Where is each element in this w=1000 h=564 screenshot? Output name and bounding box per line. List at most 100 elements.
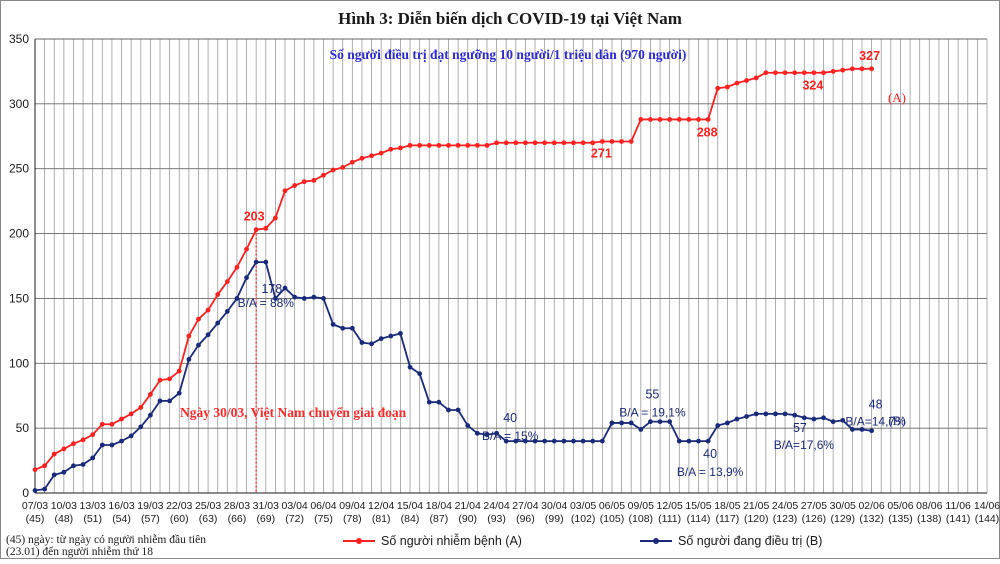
data-point-b: [446, 407, 451, 413]
data-point-a: [282, 188, 288, 194]
x-tick-label: 19/03: [137, 500, 163, 512]
data-point-a: [109, 421, 115, 427]
y-tick-label: 0: [22, 486, 29, 500]
data-point-b: [80, 462, 86, 467]
data-point-b: [638, 427, 644, 432]
data-point-b: [436, 399, 442, 405]
data-point-b: [532, 438, 538, 444]
x-tick-day-label: (72): [285, 513, 304, 525]
x-tick-label: 07/03: [22, 500, 48, 512]
data-point-a: [51, 451, 57, 457]
x-tick-label: 10/03: [51, 500, 77, 512]
data-point-b: [523, 438, 528, 444]
data-point-a: [657, 117, 663, 122]
data-point-b: [859, 427, 865, 432]
x-tick-label: 27/05: [801, 500, 827, 512]
data-point-a: [801, 70, 807, 76]
data-label: 203: [244, 210, 265, 224]
data-point-b: [234, 296, 240, 301]
data-point-b: [138, 424, 144, 430]
data-point-a: [580, 140, 586, 146]
x-tick-label: 03/05: [570, 500, 596, 512]
data-point-a: [859, 66, 865, 72]
x-tick-day-label: (81): [372, 513, 391, 525]
x-tick-day-label: (51): [83, 513, 102, 525]
x-tick-day-label: (144): [975, 513, 1000, 525]
x-tick-label: 09/05: [628, 500, 654, 512]
data-point-a: [792, 70, 798, 76]
data-point-a: [61, 446, 67, 452]
ratio-label: B/A = 19,1%: [619, 406, 686, 420]
data-label: 324: [802, 79, 823, 93]
data-point-a: [744, 78, 749, 83]
x-tick-day-label: (123): [773, 513, 798, 525]
legend-label-b: Số người đang điều trị (B): [678, 534, 822, 548]
data-point-a: [542, 140, 548, 146]
x-tick-day-label: (132): [859, 513, 884, 525]
data-label: 55: [645, 388, 659, 402]
data-point-a: [369, 153, 374, 159]
x-tick-day-label: (75): [314, 513, 333, 525]
data-label: 327: [859, 49, 880, 63]
data-point-a: [263, 225, 269, 231]
data-point-b: [330, 321, 336, 327]
data-label: 40: [703, 447, 717, 461]
ratio-label: B/A=17,6%: [774, 438, 835, 452]
data-point-b: [282, 285, 288, 291]
data-point-a: [321, 172, 326, 178]
data-point-a: [455, 142, 461, 148]
data-point-a: [782, 70, 788, 76]
data-point-b: [388, 333, 394, 339]
data-point-b: [676, 438, 682, 444]
data-point-b: [744, 414, 749, 419]
x-tick-day-label: (69): [256, 513, 275, 525]
data-point-a: [234, 264, 240, 270]
data-point-a: [119, 416, 124, 422]
y-tick-label: 100: [9, 356, 29, 370]
x-tick-label: 30/05: [830, 500, 856, 512]
data-point-a: [465, 142, 471, 148]
data-point-a: [532, 140, 538, 146]
data-point-b: [32, 488, 38, 493]
x-tick-day-label: (78): [343, 513, 362, 525]
data-point-a: [763, 70, 769, 76]
data-point-a: [840, 67, 846, 73]
data-point-a: [446, 142, 451, 148]
data-point-a: [734, 80, 740, 86]
data-point-b: [417, 371, 423, 377]
data-point-b: [109, 442, 115, 448]
data-point-a: [42, 463, 48, 469]
data-point-a: [696, 117, 701, 122]
data-point-b: [167, 398, 173, 404]
data-point-b: [349, 325, 355, 331]
footnote-line-1: (45) ngày: từ ngày có người nhiễm đầu ti…: [6, 533, 206, 546]
data-point-a: [398, 145, 403, 151]
data-point-a: [686, 117, 692, 122]
data-point-a: [273, 215, 278, 221]
data-point-b: [253, 259, 259, 265]
data-point-a: [676, 117, 682, 122]
event-label: Ngày 30/03, Việt Nam chuyển giai đoạn: [180, 405, 407, 420]
data-point-b: [426, 399, 432, 405]
data-point-a: [205, 307, 211, 313]
data-point-b: [494, 430, 499, 436]
data-point-b: [619, 420, 624, 426]
data-point-a: [849, 66, 855, 72]
data-point-b: [869, 428, 875, 434]
x-tick-day-label: (66): [228, 513, 247, 525]
data-point-b: [407, 364, 413, 370]
data-point-b: [734, 416, 740, 422]
series-line-b: [34, 261, 872, 492]
data-point-a: [215, 292, 221, 297]
data-point-a: [388, 146, 394, 152]
data-point-b: [369, 341, 374, 347]
data-point-a: [378, 150, 384, 156]
data-point-b: [801, 415, 807, 421]
data-point-a: [186, 333, 192, 339]
data-point-a: [484, 142, 490, 148]
data-point-a: [253, 227, 259, 233]
data-point-b: [599, 438, 605, 444]
footnote-line-2: (23.01) đến người nhiễm thứ 18: [6, 545, 153, 558]
x-tick-label: 09/04: [339, 500, 365, 512]
